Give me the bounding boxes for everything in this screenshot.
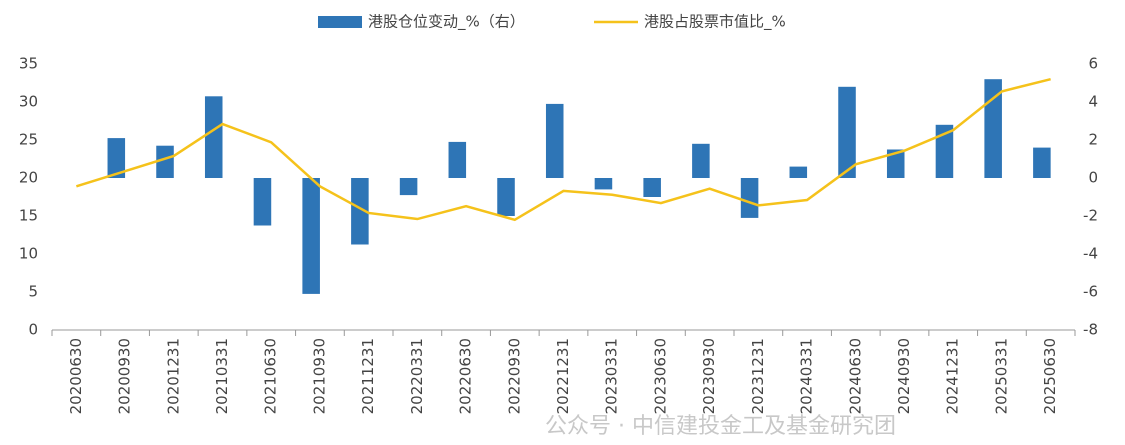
- x-tick-label: 20240630: [846, 338, 864, 414]
- x-tick-label: 20240331: [798, 338, 816, 414]
- x-tick-label: 20211231: [359, 338, 377, 414]
- x-tick-label: 20221231: [554, 338, 572, 414]
- bar: [399, 178, 418, 196]
- x-tick-label: 20220930: [505, 338, 523, 414]
- bar: [204, 96, 223, 178]
- line: [75, 77, 1051, 222]
- bar: [253, 178, 272, 226]
- x-tick-label: 20220630: [457, 338, 475, 414]
- bar: [886, 149, 905, 178]
- bar: [156, 145, 174, 178]
- x-tick-label: 20200630: [67, 338, 85, 414]
- bar: [594, 178, 613, 190]
- x-tick-label: 20230930: [700, 338, 718, 414]
- y2-tick-label: 0: [1088, 169, 1098, 187]
- y2-tick-label: -6: [1083, 283, 1098, 301]
- y-tick-label: 20: [19, 169, 38, 187]
- y-tick-label: 25: [19, 131, 38, 149]
- legend-label: 港股仓位变动_%（右）: [368, 13, 525, 32]
- y-tick-label: 5: [28, 283, 38, 301]
- x-tick-label: 20230630: [651, 338, 669, 414]
- x-tick-label: 20231231: [749, 338, 767, 414]
- bar: [1033, 147, 1051, 178]
- y2-tick-label: 6: [1088, 55, 1098, 73]
- y-tick-label: 30: [19, 93, 38, 111]
- bar: [643, 178, 661, 197]
- x-tick-label: 20250630: [1041, 338, 1059, 414]
- y2-tick-label: -2: [1083, 207, 1098, 225]
- x-tick-label: 20240930: [895, 338, 913, 414]
- bar: [838, 86, 856, 178]
- legend-swatch: [318, 16, 362, 28]
- x-tick-label: 20201231: [164, 338, 182, 414]
- y2-tick-label: -8: [1083, 321, 1098, 339]
- bar: [545, 103, 564, 178]
- bar: [789, 166, 808, 178]
- bar: [107, 138, 126, 178]
- x-tick-label: 20250331: [992, 338, 1010, 414]
- y-tick-label: 0: [28, 321, 38, 339]
- x-tick-label: 20220331: [408, 338, 426, 414]
- bar: [497, 178, 515, 216]
- y2-tick-label: -4: [1083, 245, 1098, 263]
- legend-label: 港股占股票市值比_%: [644, 13, 786, 32]
- x-tick-label: 20241231: [944, 338, 962, 414]
- y2-tick-label: 2: [1088, 131, 1098, 149]
- watermark: 公众号 · 中信建投金工及基金研究团: [545, 414, 896, 439]
- bar: [984, 79, 1002, 178]
- y-tick-label: 15: [19, 207, 38, 225]
- x-tick-label: 20200930: [116, 338, 134, 414]
- x-tick-label: 20210331: [213, 338, 231, 414]
- bar: [692, 143, 710, 178]
- y-tick-label: 10: [19, 245, 38, 263]
- x-tick-label: 20230331: [603, 338, 621, 414]
- bar: [740, 178, 759, 218]
- bar: [302, 178, 320, 294]
- x-tick-label: 20210630: [262, 338, 280, 414]
- bar: [351, 178, 369, 245]
- bar: [448, 141, 467, 178]
- y2-tick-label: 4: [1088, 93, 1098, 111]
- y-tick-label: 35: [19, 55, 38, 73]
- x-tick-label: 20210930: [310, 338, 328, 414]
- bar: [935, 124, 954, 178]
